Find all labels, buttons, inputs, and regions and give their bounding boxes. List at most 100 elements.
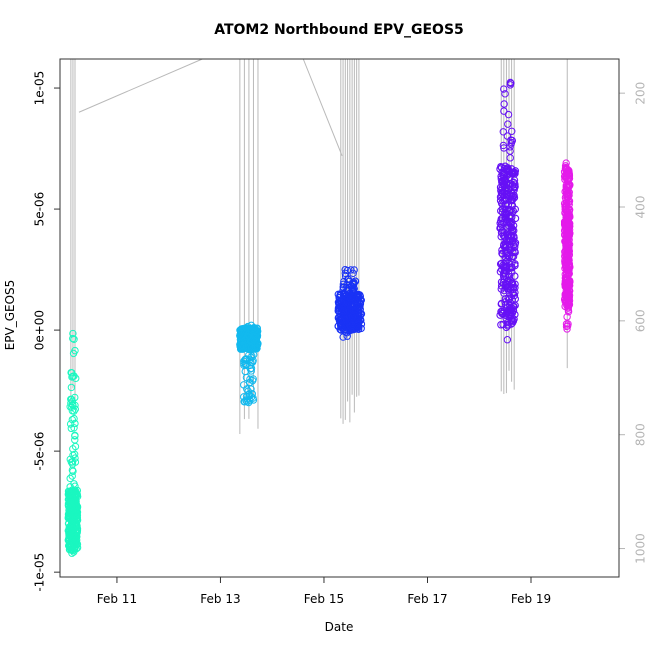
right-tick-label: 800 xyxy=(634,423,648,446)
data-point xyxy=(503,318,512,327)
data-point xyxy=(242,396,250,405)
data-point xyxy=(511,180,519,188)
data-point xyxy=(565,170,574,178)
data-point xyxy=(244,387,252,395)
data-point xyxy=(500,85,508,93)
data-point xyxy=(506,78,515,87)
data-point xyxy=(511,248,519,257)
data-point xyxy=(71,393,79,402)
data-point xyxy=(70,414,78,423)
data-point xyxy=(336,290,345,298)
data-point xyxy=(500,100,508,108)
data-point xyxy=(238,341,247,350)
data-point xyxy=(497,199,506,208)
right-tick-label: 200 xyxy=(634,82,648,105)
data-point xyxy=(506,81,515,89)
data-point xyxy=(561,202,569,211)
data-point xyxy=(247,353,256,362)
x-tick-label: Feb 17 xyxy=(407,592,447,606)
data-point xyxy=(350,311,358,319)
data-point xyxy=(339,290,348,299)
data-point xyxy=(67,546,75,554)
data-point xyxy=(562,234,570,242)
data-point xyxy=(336,316,345,325)
data-point xyxy=(67,458,76,466)
data-point xyxy=(71,492,79,501)
data-point xyxy=(564,216,572,225)
data-point xyxy=(67,520,76,528)
data-point xyxy=(506,170,514,178)
data-point xyxy=(561,282,570,291)
data-point xyxy=(562,183,571,191)
data-point xyxy=(497,175,506,183)
data-point xyxy=(506,147,514,155)
data-point xyxy=(500,275,509,283)
data-point xyxy=(564,304,572,312)
y-tick-label: -1e-05 xyxy=(33,553,47,592)
data-point xyxy=(339,333,347,341)
data-point xyxy=(242,324,251,332)
data-point xyxy=(69,530,78,538)
data-point xyxy=(343,332,351,340)
x-tick-label: Feb 13 xyxy=(200,592,240,606)
data-point xyxy=(510,168,518,177)
plot-frame xyxy=(59,58,620,578)
data-point xyxy=(561,259,569,267)
y-axis-label: EPV_GEOS5 xyxy=(3,280,17,351)
data-point xyxy=(497,300,506,308)
data-point xyxy=(356,305,364,314)
data-point xyxy=(500,189,509,198)
data-point xyxy=(69,445,77,453)
data-point xyxy=(68,524,76,533)
data-point xyxy=(351,277,360,286)
data-point xyxy=(506,143,514,151)
data-point xyxy=(499,128,508,136)
data-point xyxy=(501,295,510,303)
data-point xyxy=(68,472,76,480)
data-point xyxy=(562,186,570,194)
y-tick-label: 0e+00 xyxy=(33,310,47,350)
data-point xyxy=(511,169,519,178)
data-point xyxy=(240,361,248,369)
chart-title: ATOM2 Northbound EPV_GEOS5 xyxy=(214,22,464,38)
data-point xyxy=(507,263,516,271)
data-point xyxy=(563,243,571,252)
x-tick-label: Feb 15 xyxy=(304,592,344,606)
data-point xyxy=(563,322,572,330)
data-point xyxy=(507,138,516,147)
data-point xyxy=(67,383,76,392)
data-point xyxy=(508,196,516,205)
data-point xyxy=(507,308,515,317)
data-point xyxy=(67,493,76,501)
data-point xyxy=(254,339,262,348)
data-point xyxy=(71,419,79,428)
right-axis-ticks: 200 400 600 800 1000 xyxy=(619,82,648,564)
data-point xyxy=(496,224,504,232)
data-point xyxy=(506,154,514,162)
data-point xyxy=(339,307,348,315)
data-point xyxy=(68,415,77,424)
data-point xyxy=(509,283,518,292)
y-tick-label: 1e-05 xyxy=(33,71,47,106)
data-point xyxy=(65,541,74,550)
data-point xyxy=(561,162,570,170)
data-point xyxy=(69,508,77,516)
y-axis-ticks: -1e-05 -5e-06 0e+00 5e-06 1e-05 xyxy=(33,71,60,592)
data-point xyxy=(565,174,574,183)
data-point xyxy=(504,282,513,291)
data-point xyxy=(246,365,255,373)
x-tick-label: Feb 11 xyxy=(97,592,137,606)
y-tick-label: -5e-06 xyxy=(33,432,47,471)
data-point xyxy=(504,110,513,119)
data-point xyxy=(565,276,574,285)
data-point xyxy=(354,296,363,304)
data-point xyxy=(497,232,505,241)
data-point xyxy=(246,375,254,383)
profile-connector xyxy=(78,58,203,113)
data-point xyxy=(565,211,574,219)
data-point xyxy=(511,295,519,303)
data-point xyxy=(70,424,78,432)
data-point xyxy=(563,325,571,333)
data-point xyxy=(69,334,77,343)
